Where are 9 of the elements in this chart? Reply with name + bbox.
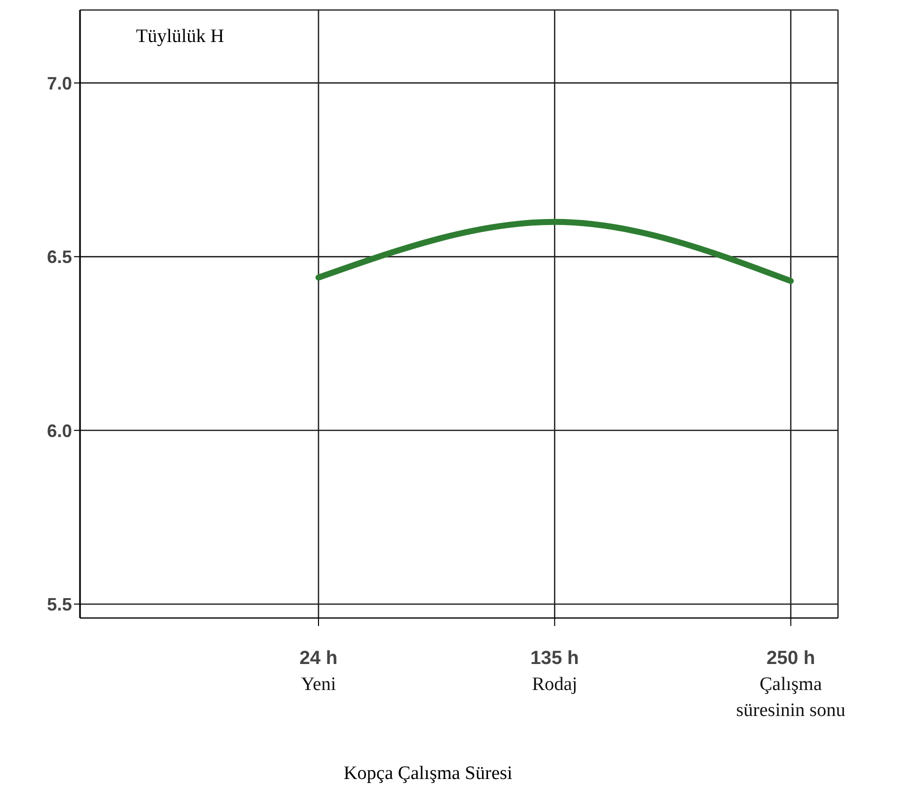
y-tick-label: 6.0 xyxy=(46,420,72,441)
x-axis-title: Kopça Çalışma Süresi xyxy=(342,763,514,785)
y-tick-label: 6.5 xyxy=(46,247,72,268)
x-tick-label: 24 h Yeni xyxy=(299,648,338,695)
y-tick-label: 7.0 xyxy=(46,73,72,94)
x-tick-label: 250 h Çalışma süresinin sonu xyxy=(736,648,846,721)
x-tick-label: 135 h Rodaj xyxy=(530,648,579,695)
y-tick-label: 5.5 xyxy=(46,594,72,614)
y-axis-title: Tüylülük H xyxy=(136,26,224,48)
